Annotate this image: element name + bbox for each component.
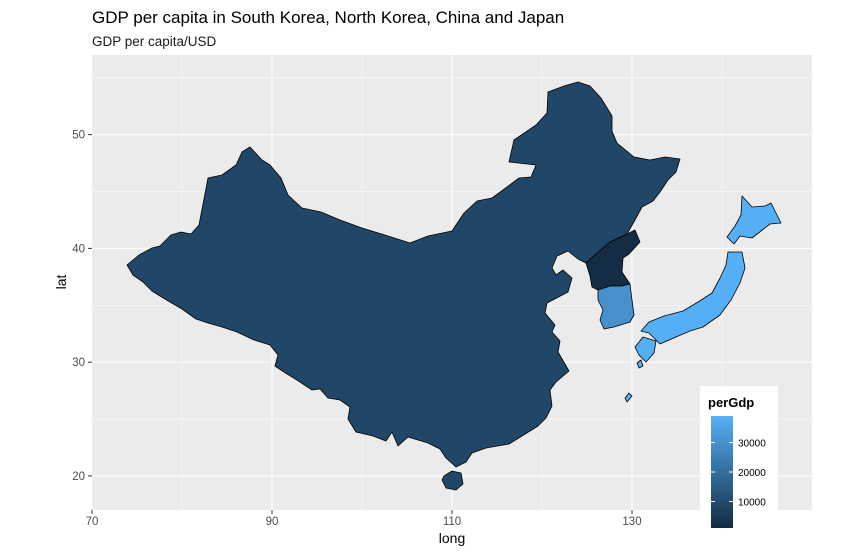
- y-axis-title: lat: [53, 275, 69, 290]
- region-south-korea: [597, 283, 635, 330]
- x-axis-ticks: 70 90 110 130: [86, 510, 642, 528]
- y-tick-label: 50: [72, 130, 85, 142]
- x-tick-label: 90: [266, 516, 279, 528]
- y-tick-label: 20: [72, 471, 85, 483]
- region-japan-part4: [636, 359, 644, 369]
- region-china: [126, 81, 681, 468]
- y-tick-label: 40: [72, 243, 85, 255]
- legend-colorbar: [711, 416, 733, 528]
- x-axis-title: long: [439, 530, 465, 546]
- region-china-part2: [441, 470, 464, 491]
- legend: perGdp 10000 20000 30000: [700, 386, 778, 532]
- y-tick-label: 30: [72, 357, 85, 369]
- region-japan: [726, 195, 782, 245]
- y-axis-ticks: 20 30 40 50: [72, 130, 92, 483]
- legend-tick-label: 10000: [738, 497, 766, 508]
- legend-tick-label: 30000: [738, 439, 766, 450]
- chart-title: GDP per capita in South Korea, North Kor…: [92, 8, 564, 27]
- legend-ticks: 10000 20000 30000: [711, 439, 766, 508]
- x-tick-label: 130: [622, 516, 641, 528]
- legend-title: perGdp: [708, 395, 754, 410]
- region-japan-part2: [640, 251, 746, 345]
- x-tick-label: 70: [86, 516, 99, 528]
- region-japan-part3: [634, 336, 657, 363]
- x-tick-label: 110: [443, 516, 461, 528]
- chart-subtitle: GDP per capita/USD: [92, 34, 217, 49]
- legend-tick-label: 20000: [738, 468, 766, 479]
- region-north-korea: [585, 229, 641, 291]
- region-japan-part5: [624, 392, 633, 403]
- country-shapes: [126, 81, 782, 491]
